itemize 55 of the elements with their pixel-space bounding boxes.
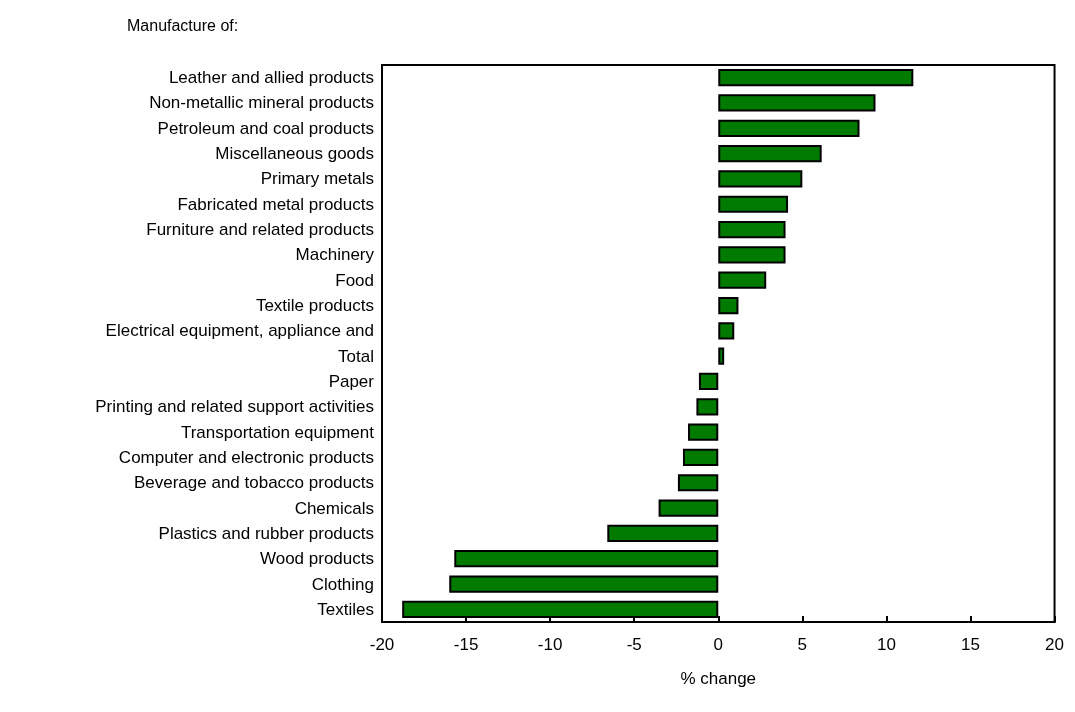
x-tick-label: -15 bbox=[453, 635, 479, 654]
x-tick-label: 15 bbox=[961, 635, 980, 654]
bar bbox=[402, 600, 719, 618]
y-tick-label: Primary metals bbox=[260, 169, 374, 189]
x-tick-label: 5 bbox=[797, 635, 808, 654]
y-tick-label: Furniture and related products bbox=[146, 220, 374, 240]
bar bbox=[718, 195, 789, 213]
y-tick-label: Textile products bbox=[255, 296, 374, 316]
x-tick-label: -5 bbox=[626, 635, 642, 654]
x-axis-title: % change bbox=[680, 669, 757, 688]
bar bbox=[607, 524, 719, 542]
bar bbox=[718, 94, 876, 112]
y-tick-label: Miscellaneous goods bbox=[215, 144, 374, 164]
y-tick-label: Food bbox=[335, 270, 374, 290]
y-tick-label: Paper bbox=[328, 371, 375, 391]
y-tick-label: Fabricated metal products bbox=[177, 194, 374, 214]
bar bbox=[682, 448, 719, 467]
bar bbox=[718, 322, 735, 340]
y-tick-label: Non-metallic mineral products bbox=[149, 93, 374, 113]
bar bbox=[718, 119, 860, 137]
bar bbox=[454, 550, 719, 568]
bar bbox=[698, 372, 719, 391]
y-tick-label: Chemicals bbox=[294, 498, 374, 518]
y-tick-label: Wood products bbox=[259, 549, 374, 569]
y-tick-label: Beverage and tobacco products bbox=[133, 473, 374, 493]
y-tick-label: Plastics and rubber products bbox=[158, 523, 374, 543]
y-tick-label: Clothing bbox=[311, 574, 374, 594]
y-tick-label: Petroleum and coal products bbox=[157, 118, 374, 138]
y-tick-label: Printing and related support activities bbox=[95, 397, 374, 417]
y-tick-label: Leather and allied products bbox=[168, 68, 374, 88]
y-tick-label: Machinery bbox=[295, 245, 375, 265]
bar bbox=[688, 423, 719, 441]
bar bbox=[718, 170, 803, 188]
bar bbox=[718, 271, 767, 289]
y-tick-label: Total bbox=[338, 346, 374, 366]
bar bbox=[718, 220, 786, 239]
y-axis-title: Manufacture of: bbox=[127, 16, 239, 34]
y-tick-label: Textiles bbox=[317, 599, 374, 619]
x-tick-label: 20 bbox=[1045, 635, 1065, 654]
y-tick-label: Transportation equipment bbox=[180, 422, 375, 442]
bar bbox=[677, 474, 719, 492]
bar bbox=[718, 145, 822, 163]
bar bbox=[718, 246, 786, 264]
bar bbox=[696, 398, 719, 416]
bar bbox=[658, 499, 719, 517]
x-tick-label: -20 bbox=[369, 635, 395, 654]
x-tick-label: 10 bbox=[876, 635, 896, 654]
y-tick-label: Computer and electronic products bbox=[118, 447, 374, 467]
bar bbox=[718, 296, 739, 315]
y-tick-label: Electrical equipment, appliance and bbox=[105, 321, 374, 341]
bar bbox=[718, 69, 914, 87]
bar bbox=[449, 575, 719, 593]
x-tick-label: -10 bbox=[537, 635, 563, 654]
x-tick-label: 0 bbox=[713, 635, 724, 654]
bar bbox=[718, 347, 725, 365]
